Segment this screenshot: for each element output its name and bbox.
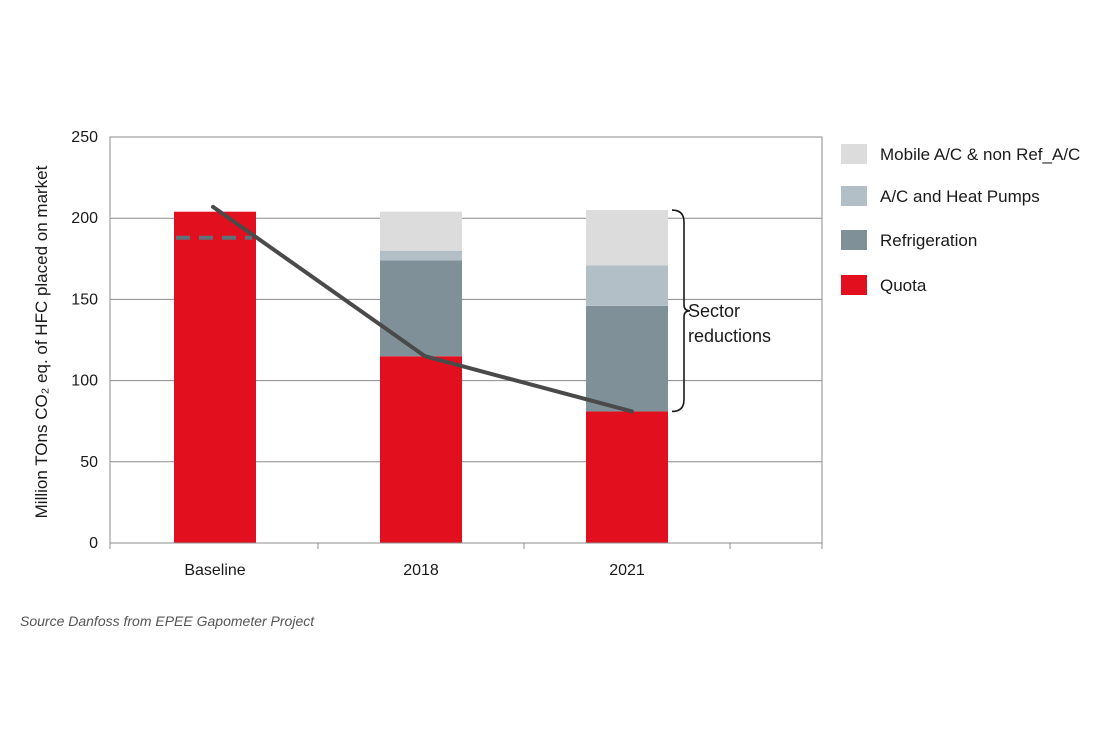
bar-a-c-and-heat-pumps-2021 — [586, 265, 668, 306]
bar-mobile-a-c-non-ref-a-c-2018 — [380, 211, 462, 251]
legend-label: Mobile A/C & non Ref_A/C — [880, 145, 1080, 164]
x-tick-label: Baseline — [184, 562, 245, 579]
y-tick-label: 0 — [89, 535, 98, 552]
bar-a-c-and-heat-pumps-2018 — [380, 250, 462, 261]
trend-line — [211, 204, 634, 414]
bar-refrigeration-2021 — [586, 305, 668, 412]
y-axis-label: Million TOns CO₂ eq. of HFC placed on ma… — [32, 165, 51, 518]
y-tick-label: 50 — [80, 454, 98, 471]
y-ticks: 0 50 100 150 200 250 — [71, 129, 98, 552]
x-ticks: Baseline 2018 2021 — [109, 543, 823, 579]
y-tick-label: 250 — [71, 129, 98, 146]
annotation-brace — [671, 209, 691, 413]
sector-reductions-annotation: Sector reductions — [671, 209, 771, 413]
legend-label: Refrigeration — [880, 231, 977, 250]
source-note: Source Danfoss from EPEE Gapometer Proje… — [20, 613, 315, 629]
legend-label: Quota — [880, 276, 927, 295]
plot-frame — [109, 136, 823, 544]
y-tick-label: 100 — [71, 373, 98, 390]
legend-label: A/C and Heat Pumps — [880, 187, 1040, 206]
bar-quota-2021 — [586, 411, 668, 543]
trend-lines — [176, 204, 634, 414]
bars — [174, 210, 668, 544]
bar-mobile-a-c-non-ref-a-c-2021 — [586, 210, 668, 266]
bar-refrigeration-2018 — [380, 260, 462, 357]
y-tick-label: 150 — [71, 291, 98, 308]
bar-quota-2018 — [380, 356, 462, 543]
bar-quota-baseline — [174, 211, 256, 544]
legend-swatch — [841, 186, 867, 206]
x-tick-label: 2018 — [403, 562, 439, 579]
annotation-line-1: Sector — [688, 301, 740, 321]
legend-swatch — [841, 144, 867, 164]
y-tick-label: 200 — [71, 210, 98, 227]
legend-swatch — [841, 230, 867, 250]
legend-swatch — [841, 275, 867, 295]
annotation-line-2: reductions — [688, 326, 771, 346]
legend: Mobile A/C & non Ref_A/C A/C and Heat Pum… — [841, 144, 1080, 295]
x-tick-label: 2021 — [609, 562, 645, 579]
